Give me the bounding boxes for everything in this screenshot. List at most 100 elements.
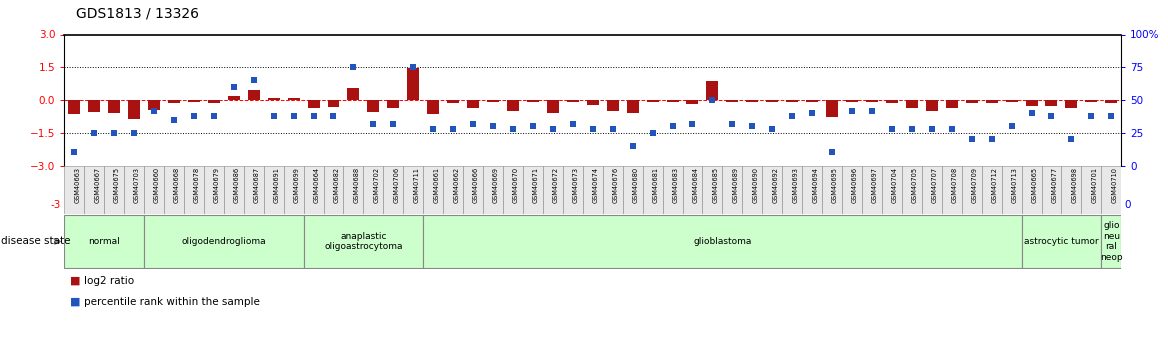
Bar xyxy=(408,68,419,100)
Text: GDS1813 / 13326: GDS1813 / 13326 xyxy=(76,7,199,21)
FancyBboxPatch shape xyxy=(1062,166,1082,214)
FancyBboxPatch shape xyxy=(183,166,204,214)
FancyBboxPatch shape xyxy=(423,215,1022,268)
Text: GSM40673: GSM40673 xyxy=(572,167,579,203)
Bar xyxy=(1105,100,1118,103)
FancyBboxPatch shape xyxy=(922,166,941,214)
Text: oligodendroglioma: oligodendroglioma xyxy=(181,237,266,246)
FancyBboxPatch shape xyxy=(284,166,304,214)
Text: GSM40667: GSM40667 xyxy=(95,167,100,203)
Text: GSM40704: GSM40704 xyxy=(892,167,898,203)
Text: percentile rank within the sample: percentile rank within the sample xyxy=(84,297,260,307)
Bar xyxy=(1065,100,1077,108)
FancyBboxPatch shape xyxy=(862,166,882,214)
Bar xyxy=(966,100,978,104)
Bar xyxy=(726,100,738,102)
FancyBboxPatch shape xyxy=(603,166,623,214)
FancyBboxPatch shape xyxy=(1101,215,1121,268)
Text: anaplastic
oligoastrocytoma: anaplastic oligoastrocytoma xyxy=(325,232,403,251)
Text: GSM40690: GSM40690 xyxy=(752,167,758,203)
Text: -3: -3 xyxy=(50,200,61,210)
Bar xyxy=(68,100,81,114)
Bar xyxy=(307,100,320,108)
Text: GSM40685: GSM40685 xyxy=(712,167,718,203)
Text: GSM40697: GSM40697 xyxy=(872,167,878,203)
Text: GSM40676: GSM40676 xyxy=(613,167,619,203)
Text: GSM40660: GSM40660 xyxy=(154,167,160,203)
Bar xyxy=(507,100,519,110)
Bar xyxy=(487,100,499,102)
Bar xyxy=(746,100,758,102)
Text: GSM40691: GSM40691 xyxy=(273,167,279,203)
Text: GSM40713: GSM40713 xyxy=(1011,167,1017,203)
Text: ■: ■ xyxy=(70,276,81,286)
FancyBboxPatch shape xyxy=(583,166,603,214)
Text: GSM40669: GSM40669 xyxy=(493,167,499,203)
FancyBboxPatch shape xyxy=(363,166,383,214)
Bar xyxy=(946,100,958,108)
FancyBboxPatch shape xyxy=(563,166,583,214)
Bar xyxy=(208,100,220,103)
Bar xyxy=(109,100,120,113)
FancyBboxPatch shape xyxy=(642,166,662,214)
Bar xyxy=(527,100,538,102)
Text: GSM40688: GSM40688 xyxy=(354,167,360,203)
Text: GSM40675: GSM40675 xyxy=(114,167,120,203)
FancyBboxPatch shape xyxy=(802,166,822,214)
FancyBboxPatch shape xyxy=(64,166,84,214)
FancyBboxPatch shape xyxy=(702,166,722,214)
Text: GSM40683: GSM40683 xyxy=(673,167,679,203)
FancyBboxPatch shape xyxy=(981,166,1002,214)
Text: GSM40665: GSM40665 xyxy=(1031,167,1037,203)
FancyBboxPatch shape xyxy=(164,166,183,214)
Bar xyxy=(287,98,299,100)
FancyBboxPatch shape xyxy=(383,166,403,214)
Bar xyxy=(606,100,619,110)
Bar xyxy=(148,100,160,110)
FancyBboxPatch shape xyxy=(822,166,842,214)
Text: GSM40662: GSM40662 xyxy=(453,167,459,203)
Bar xyxy=(188,100,200,102)
Text: GSM40674: GSM40674 xyxy=(592,167,599,203)
FancyBboxPatch shape xyxy=(1022,215,1101,268)
Bar xyxy=(267,98,279,100)
FancyBboxPatch shape xyxy=(842,166,862,214)
Bar xyxy=(667,100,679,102)
Bar xyxy=(926,100,938,110)
FancyBboxPatch shape xyxy=(1082,166,1101,214)
FancyBboxPatch shape xyxy=(1101,166,1121,214)
FancyBboxPatch shape xyxy=(423,166,443,214)
FancyBboxPatch shape xyxy=(484,166,503,214)
FancyBboxPatch shape xyxy=(682,166,702,214)
Text: GSM40711: GSM40711 xyxy=(413,167,419,203)
FancyBboxPatch shape xyxy=(1022,166,1042,214)
Text: GSM40671: GSM40671 xyxy=(533,167,538,203)
FancyBboxPatch shape xyxy=(1042,166,1062,214)
Text: GSM40682: GSM40682 xyxy=(334,167,340,203)
Bar xyxy=(228,96,239,100)
FancyBboxPatch shape xyxy=(64,215,144,268)
Bar xyxy=(427,100,439,114)
FancyBboxPatch shape xyxy=(403,166,423,214)
Text: GSM40677: GSM40677 xyxy=(1051,167,1057,203)
FancyBboxPatch shape xyxy=(144,215,304,268)
Text: GSM40692: GSM40692 xyxy=(772,167,778,203)
Bar xyxy=(687,100,698,104)
FancyBboxPatch shape xyxy=(902,166,922,214)
Text: astrocytic tumor: astrocytic tumor xyxy=(1024,237,1099,246)
FancyBboxPatch shape xyxy=(783,166,802,214)
Bar xyxy=(766,100,778,102)
Bar xyxy=(467,100,479,108)
Text: GSM40705: GSM40705 xyxy=(912,167,918,203)
Text: log2 ratio: log2 ratio xyxy=(84,276,134,286)
FancyBboxPatch shape xyxy=(304,215,423,268)
Text: GSM40707: GSM40707 xyxy=(932,167,938,203)
Bar xyxy=(906,100,918,108)
Text: GSM40670: GSM40670 xyxy=(513,167,519,203)
Text: GSM40696: GSM40696 xyxy=(851,167,858,203)
Text: GSM40708: GSM40708 xyxy=(952,167,958,203)
Bar xyxy=(586,100,599,105)
FancyBboxPatch shape xyxy=(204,166,224,214)
Text: GSM40699: GSM40699 xyxy=(293,167,300,203)
Text: GSM40702: GSM40702 xyxy=(374,167,380,203)
